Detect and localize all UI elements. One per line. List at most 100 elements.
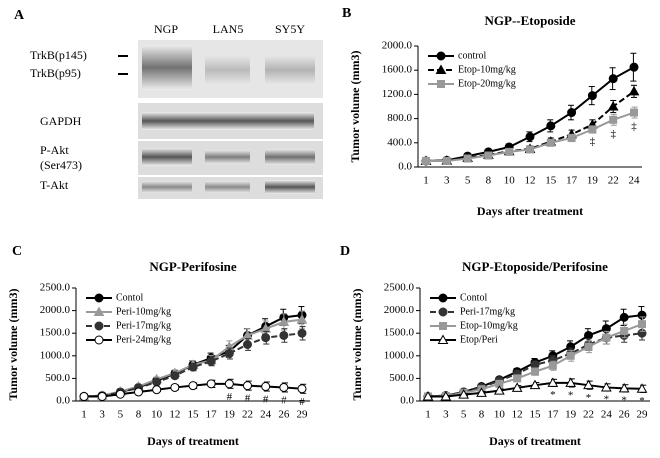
x-tick-label: 24 (629, 175, 641, 187)
y-tick-label: 0.0 (400, 395, 414, 407)
band (265, 180, 315, 194)
marker (484, 151, 493, 160)
chart-title: NGP--Etoposide (485, 13, 576, 28)
row-label: P-Akt (40, 143, 69, 157)
x-tick-label: 15 (188, 409, 200, 421)
x-tick-label: 10 (504, 175, 516, 187)
row-label: GAPDH (40, 114, 82, 128)
annotation: * (550, 389, 556, 401)
x-tick-label: 19 (224, 409, 236, 421)
marker (422, 390, 434, 401)
legend-marker (435, 64, 447, 74)
legend-label: Contol (460, 292, 487, 303)
row-label: (Ser473) (40, 158, 82, 172)
x-tick-label: 12 (169, 409, 180, 421)
band (205, 150, 250, 164)
marker (261, 382, 271, 392)
chart: B NGP--Etoposide Days after treatment Tumor… (342, 6, 642, 218)
x-tick-label: 26 (278, 409, 290, 421)
y-tick-label: 1000.0 (384, 349, 415, 361)
row-label: T-Akt (40, 178, 69, 192)
marker (620, 326, 629, 335)
x-tick-label: 17 (566, 175, 578, 187)
x-tick-label: 22 (242, 409, 253, 421)
marker (440, 390, 452, 401)
marker (531, 367, 539, 376)
x-tick-label: 19 (565, 409, 577, 421)
chart: D NGP-Etoposide/Perifosine Days of treatme… (340, 244, 650, 448)
x-tick-label: 1 (81, 409, 87, 421)
y-tick-label: 1500.0 (40, 327, 71, 339)
marker (566, 351, 575, 360)
marker (565, 377, 577, 387)
panel-label: D (340, 244, 350, 259)
x-tick-label: 24 (260, 409, 272, 421)
legend-label: Etop-10mg/kg (458, 64, 516, 75)
legend-label: Contol (116, 292, 143, 303)
x-tick-label: 17 (547, 409, 559, 421)
lane-label: SY5Y (275, 22, 305, 36)
marker (567, 108, 577, 118)
legend-marker (438, 307, 448, 317)
marker (567, 133, 576, 142)
x-tick-label: 22 (583, 409, 594, 421)
marker (170, 371, 180, 381)
y-tick-label: 1500.0 (384, 327, 415, 339)
y-tick-label: 2000.0 (384, 304, 415, 316)
marker (260, 323, 272, 333)
lane-label: LAN5 (213, 22, 244, 36)
legend-marker (439, 322, 447, 330)
marker (279, 382, 289, 392)
x-tick-label: 17 (206, 409, 218, 421)
marker (297, 384, 307, 394)
marker (548, 361, 557, 370)
marker (476, 387, 487, 397)
y-axis-label: Tumor volume (mm3) (350, 289, 364, 401)
legend-label: control (458, 50, 487, 61)
y-tick-label: 400.0 (387, 136, 412, 148)
x-tick-label: 1 (425, 409, 431, 421)
marker (243, 381, 252, 391)
x-tick-label: 12 (525, 175, 536, 187)
x-tick-label: 5 (461, 409, 467, 421)
x-tick-label: 26 (619, 409, 631, 421)
y-tick-label: 500.0 (45, 372, 70, 384)
marker (547, 377, 559, 387)
x-tick-label: 19 (587, 175, 599, 187)
x-tick-label: 12 (512, 409, 523, 421)
legend-marker (436, 51, 446, 61)
annotation: ‡ (610, 128, 616, 140)
marker (188, 381, 198, 391)
marker (587, 91, 597, 101)
marker (628, 85, 640, 96)
marker (588, 125, 597, 134)
annotation: * (586, 392, 592, 404)
x-tick-label: 29 (637, 409, 649, 421)
annotation: * (639, 395, 645, 407)
x-tick-label: 15 (545, 175, 557, 187)
x-tick-label: 1 (423, 175, 429, 187)
annotation: # (263, 394, 269, 406)
marker (296, 314, 308, 324)
marker (463, 154, 472, 163)
marker (618, 382, 630, 393)
marker (636, 383, 648, 393)
x-tick-label: 8 (479, 409, 485, 421)
band (142, 45, 192, 90)
legend-marker (94, 335, 104, 345)
marker (638, 320, 646, 329)
y-tick-label: 2500.0 (40, 282, 71, 294)
marker (206, 356, 216, 366)
annotation: # (245, 393, 251, 405)
marker (630, 108, 638, 117)
marker (637, 310, 647, 320)
marker (152, 377, 162, 387)
marker (600, 381, 612, 392)
legend-label: Etop/Peri (460, 334, 498, 345)
marker (602, 333, 611, 342)
y-tick-label: 1000.0 (40, 349, 71, 361)
marker (526, 145, 534, 154)
band (265, 55, 315, 85)
row-label: TrkB(p95) (30, 66, 81, 80)
